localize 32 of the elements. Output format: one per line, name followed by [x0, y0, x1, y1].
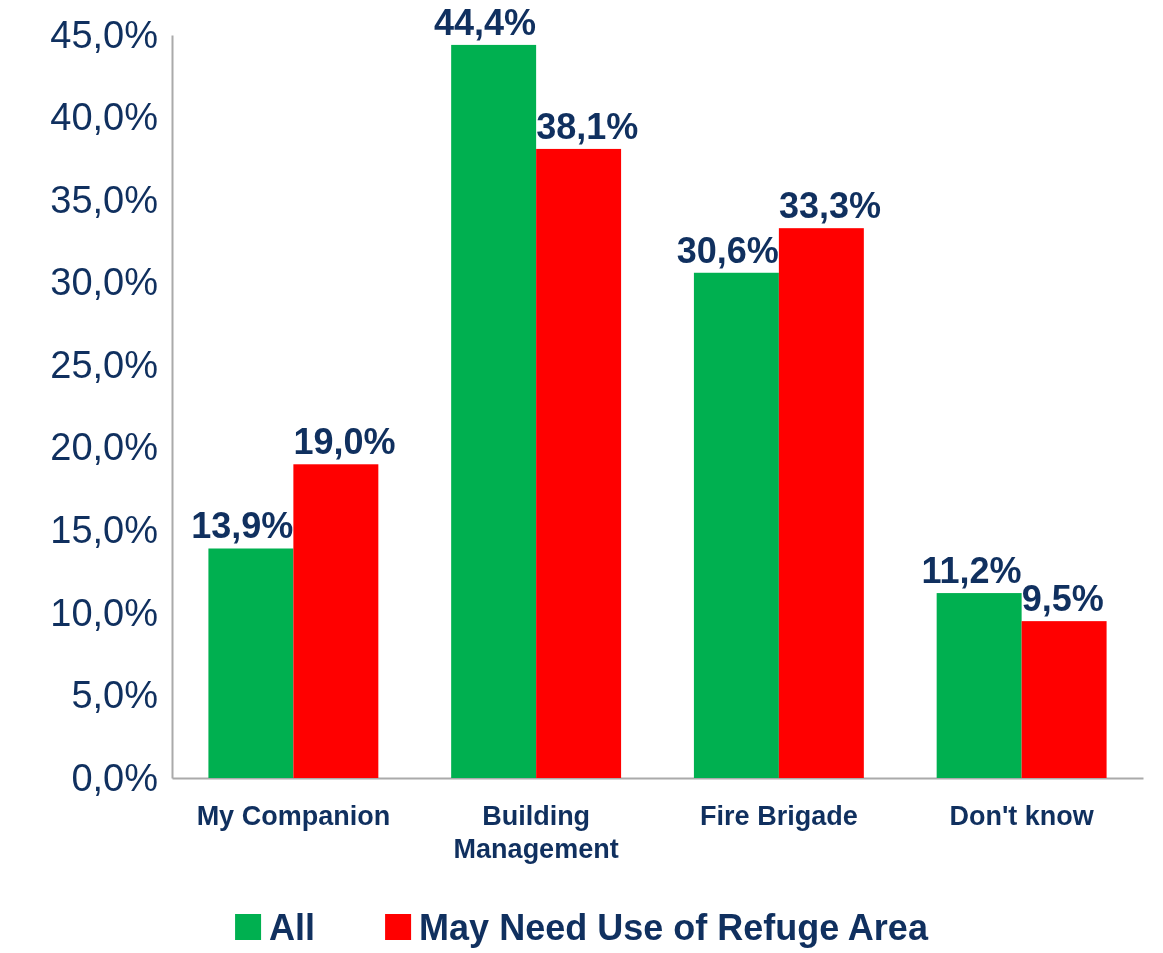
data-label: 11,2%: [921, 550, 1022, 592]
data-label: 19,0%: [293, 421, 396, 463]
y-tick-label: 15,0%: [50, 508, 158, 551]
bar: [693, 272, 779, 778]
y-tick-label: 20,0%: [50, 426, 158, 469]
bar: [208, 548, 294, 778]
x-tick-label: Building Management: [453, 801, 619, 864]
data-label: 33,3%: [778, 185, 881, 227]
data-label: 9,5%: [1021, 578, 1104, 620]
bar: [936, 593, 1022, 778]
data-label: 30,6%: [676, 229, 779, 271]
y-tick-label: 40,0%: [50, 96, 158, 139]
bar: [293, 464, 379, 778]
data-label: 13,9%: [191, 505, 294, 547]
legend-label: May Need Use of Refuge Area: [419, 907, 929, 948]
data-label: 44,4%: [434, 1, 537, 43]
y-tick-label: 35,0%: [50, 178, 158, 221]
y-tick-label: 30,0%: [50, 261, 158, 304]
x-tick-label: Don't know: [949, 801, 1095, 832]
y-tick-label: 5,0%: [71, 674, 158, 717]
bar: [778, 228, 864, 778]
y-tick-label: 25,0%: [50, 343, 158, 386]
data-label: 38,1%: [536, 105, 639, 147]
x-tick-label: My Companion: [196, 801, 391, 832]
y-tick-label: 0,0%: [71, 756, 158, 799]
x-tick-label: Fire Brigade: [700, 801, 858, 832]
y-tick-label: 45,0%: [50, 13, 158, 56]
bar: [536, 148, 622, 778]
legend-label: All: [269, 907, 316, 948]
bar: [451, 44, 537, 778]
y-tick-label: 10,0%: [50, 591, 158, 634]
bar: [1021, 621, 1107, 778]
